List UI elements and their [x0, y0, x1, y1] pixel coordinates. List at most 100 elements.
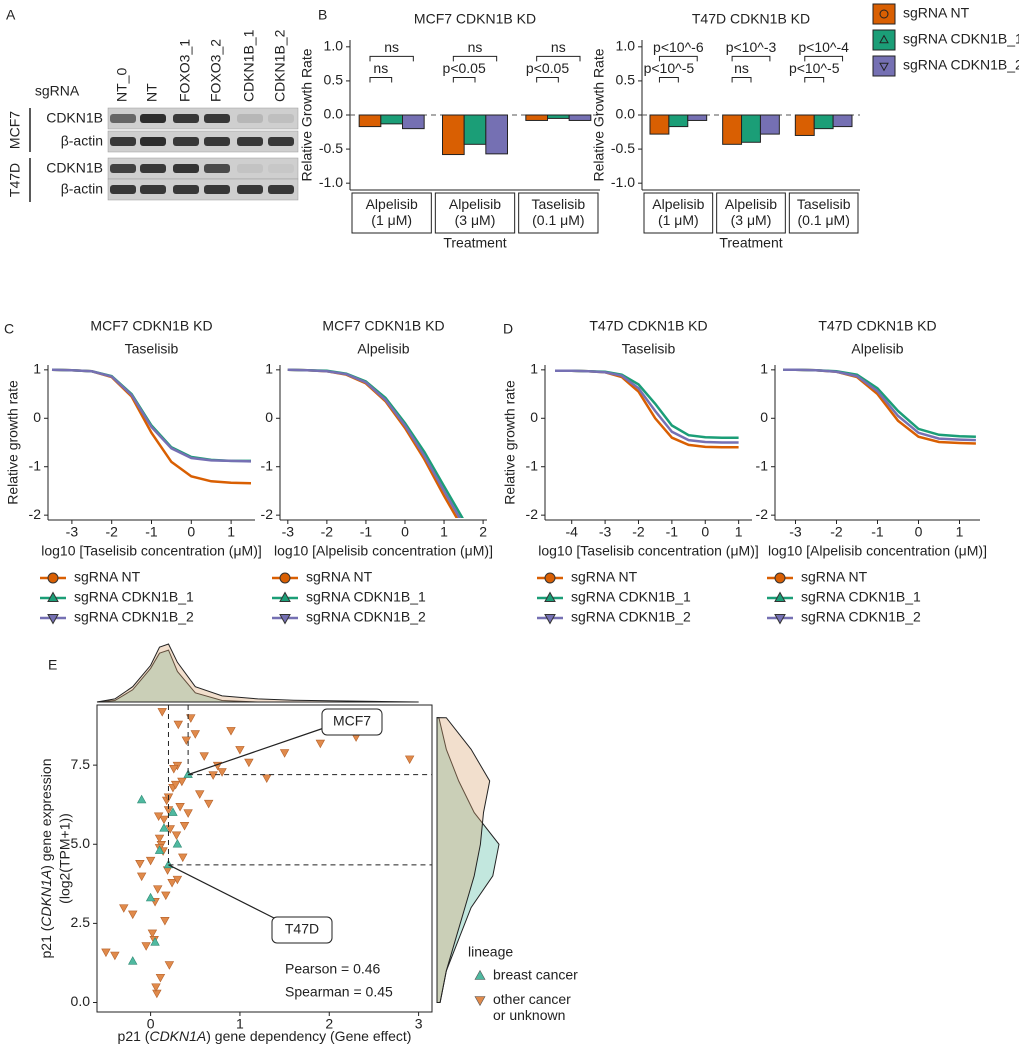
y-axis-label: Relative growth rate: [5, 380, 21, 505]
curve: [287, 368, 459, 518]
curve: [783, 368, 976, 442]
x-tick-label: 1: [956, 524, 964, 540]
category-strip: [351, 192, 432, 234]
point: [169, 765, 179, 774]
x-tick-label: 1: [735, 524, 743, 540]
callout-box: [321, 708, 383, 736]
legend-label: sgRNA NT: [903, 5, 970, 21]
band: [110, 137, 136, 146]
point: [217, 768, 227, 777]
curve: [555, 369, 739, 449]
point: [179, 822, 190, 831]
band: [110, 164, 136, 173]
y-tick-label: -1: [261, 457, 274, 473]
point: [101, 948, 111, 958]
band: [140, 185, 166, 194]
y-axis-label: Relative Growth Rate: [299, 48, 315, 181]
band: [140, 164, 166, 173]
y-density: [436, 717, 491, 1004]
band: [173, 137, 199, 146]
y-tick-label: -2: [526, 506, 539, 522]
point: [172, 875, 183, 885]
y-tick-label: 0.0: [616, 106, 636, 122]
legend-label: sgRNA CDKN1B_2: [903, 57, 1019, 73]
bar: [442, 114, 465, 156]
legend-key: [872, 3, 896, 25]
point: [147, 929, 158, 939]
legend-title: lineage: [468, 944, 513, 960]
point: [203, 799, 214, 809]
point: [159, 815, 169, 825]
bar: [759, 114, 780, 135]
x-tick-label: -1: [871, 524, 884, 540]
panel-label: D: [503, 321, 513, 337]
legend-key: [872, 29, 896, 51]
marker: [879, 62, 889, 72]
curve: [51, 368, 252, 463]
blot-row-name: CDKN1B: [46, 110, 103, 126]
lane-label: FOXO3_1: [177, 39, 193, 102]
curve: [783, 368, 976, 438]
curve: [51, 368, 251, 463]
point: [161, 891, 171, 901]
band: [268, 164, 294, 173]
legend-label: sgRNA CDKN1B_2: [74, 609, 194, 625]
point: [167, 878, 177, 888]
lane-label: CDKN1B_1: [241, 29, 257, 102]
stat-annotation: Spearman = 0.45: [285, 984, 393, 1000]
callout-line: [187, 727, 325, 776]
bar: [402, 114, 425, 130]
point: [145, 892, 156, 902]
marker: [474, 996, 486, 1007]
bar: [722, 114, 743, 145]
axis-label-part: p21 (: [118, 1028, 150, 1044]
legend-label: sgRNA CDKN1B_1: [306, 589, 426, 605]
band: [110, 114, 136, 123]
y-tick-label: 0: [530, 409, 538, 425]
category-label: Alpelisib (1 μM): [366, 196, 418, 228]
blot-row-label: sgRNA: [35, 83, 80, 99]
band: [204, 164, 230, 173]
point: [135, 860, 145, 869]
band: [237, 185, 263, 194]
y-tick-label: 1.0: [324, 38, 344, 54]
panel-label: A: [6, 7, 16, 23]
bar: [525, 114, 548, 121]
y-tick-label: 0: [33, 409, 41, 425]
x-tick-label: -1: [360, 524, 373, 540]
point: [244, 758, 254, 768]
axis-label: p21 (CDKN1A) gene dependency (Gene effec…: [118, 1028, 412, 1044]
significance-bracket: [731, 55, 771, 62]
y-tick-label: -1.0: [611, 174, 635, 190]
category-label: Alpelisib (1 μM): [652, 196, 704, 228]
category-strip: [518, 192, 599, 234]
point: [153, 885, 163, 894]
point: [208, 771, 218, 780]
legend-label: sgRNA NT: [801, 569, 868, 585]
marker: [774, 572, 786, 584]
bar: [380, 114, 404, 125]
y-tick-label: 1: [530, 361, 538, 377]
marker: [879, 34, 889, 44]
x-tick-label: -3: [66, 524, 79, 540]
point: [145, 856, 156, 866]
band: [268, 185, 294, 194]
marker: [544, 591, 556, 602]
significance-label: ns: [551, 39, 566, 55]
band: [173, 164, 199, 173]
y-tick-label: 5.0: [71, 835, 91, 851]
significance-bracket: [731, 77, 752, 83]
bar: [794, 114, 815, 136]
marker: [774, 614, 786, 625]
category-label: Alpelisib (3 μM): [725, 196, 777, 228]
x-tick-label: -4: [565, 524, 578, 540]
legend-label: other cancer or unknown: [493, 991, 571, 1023]
x-tick-label: 0: [147, 1016, 155, 1032]
legend-label: sgRNA NT: [306, 569, 373, 585]
x-tick-label: -1: [666, 524, 679, 540]
point: [119, 904, 129, 913]
significance-label: ns: [373, 60, 388, 76]
bar: [741, 114, 761, 143]
chart-subtitle: Alpelisib: [357, 341, 409, 357]
point: [175, 803, 185, 812]
